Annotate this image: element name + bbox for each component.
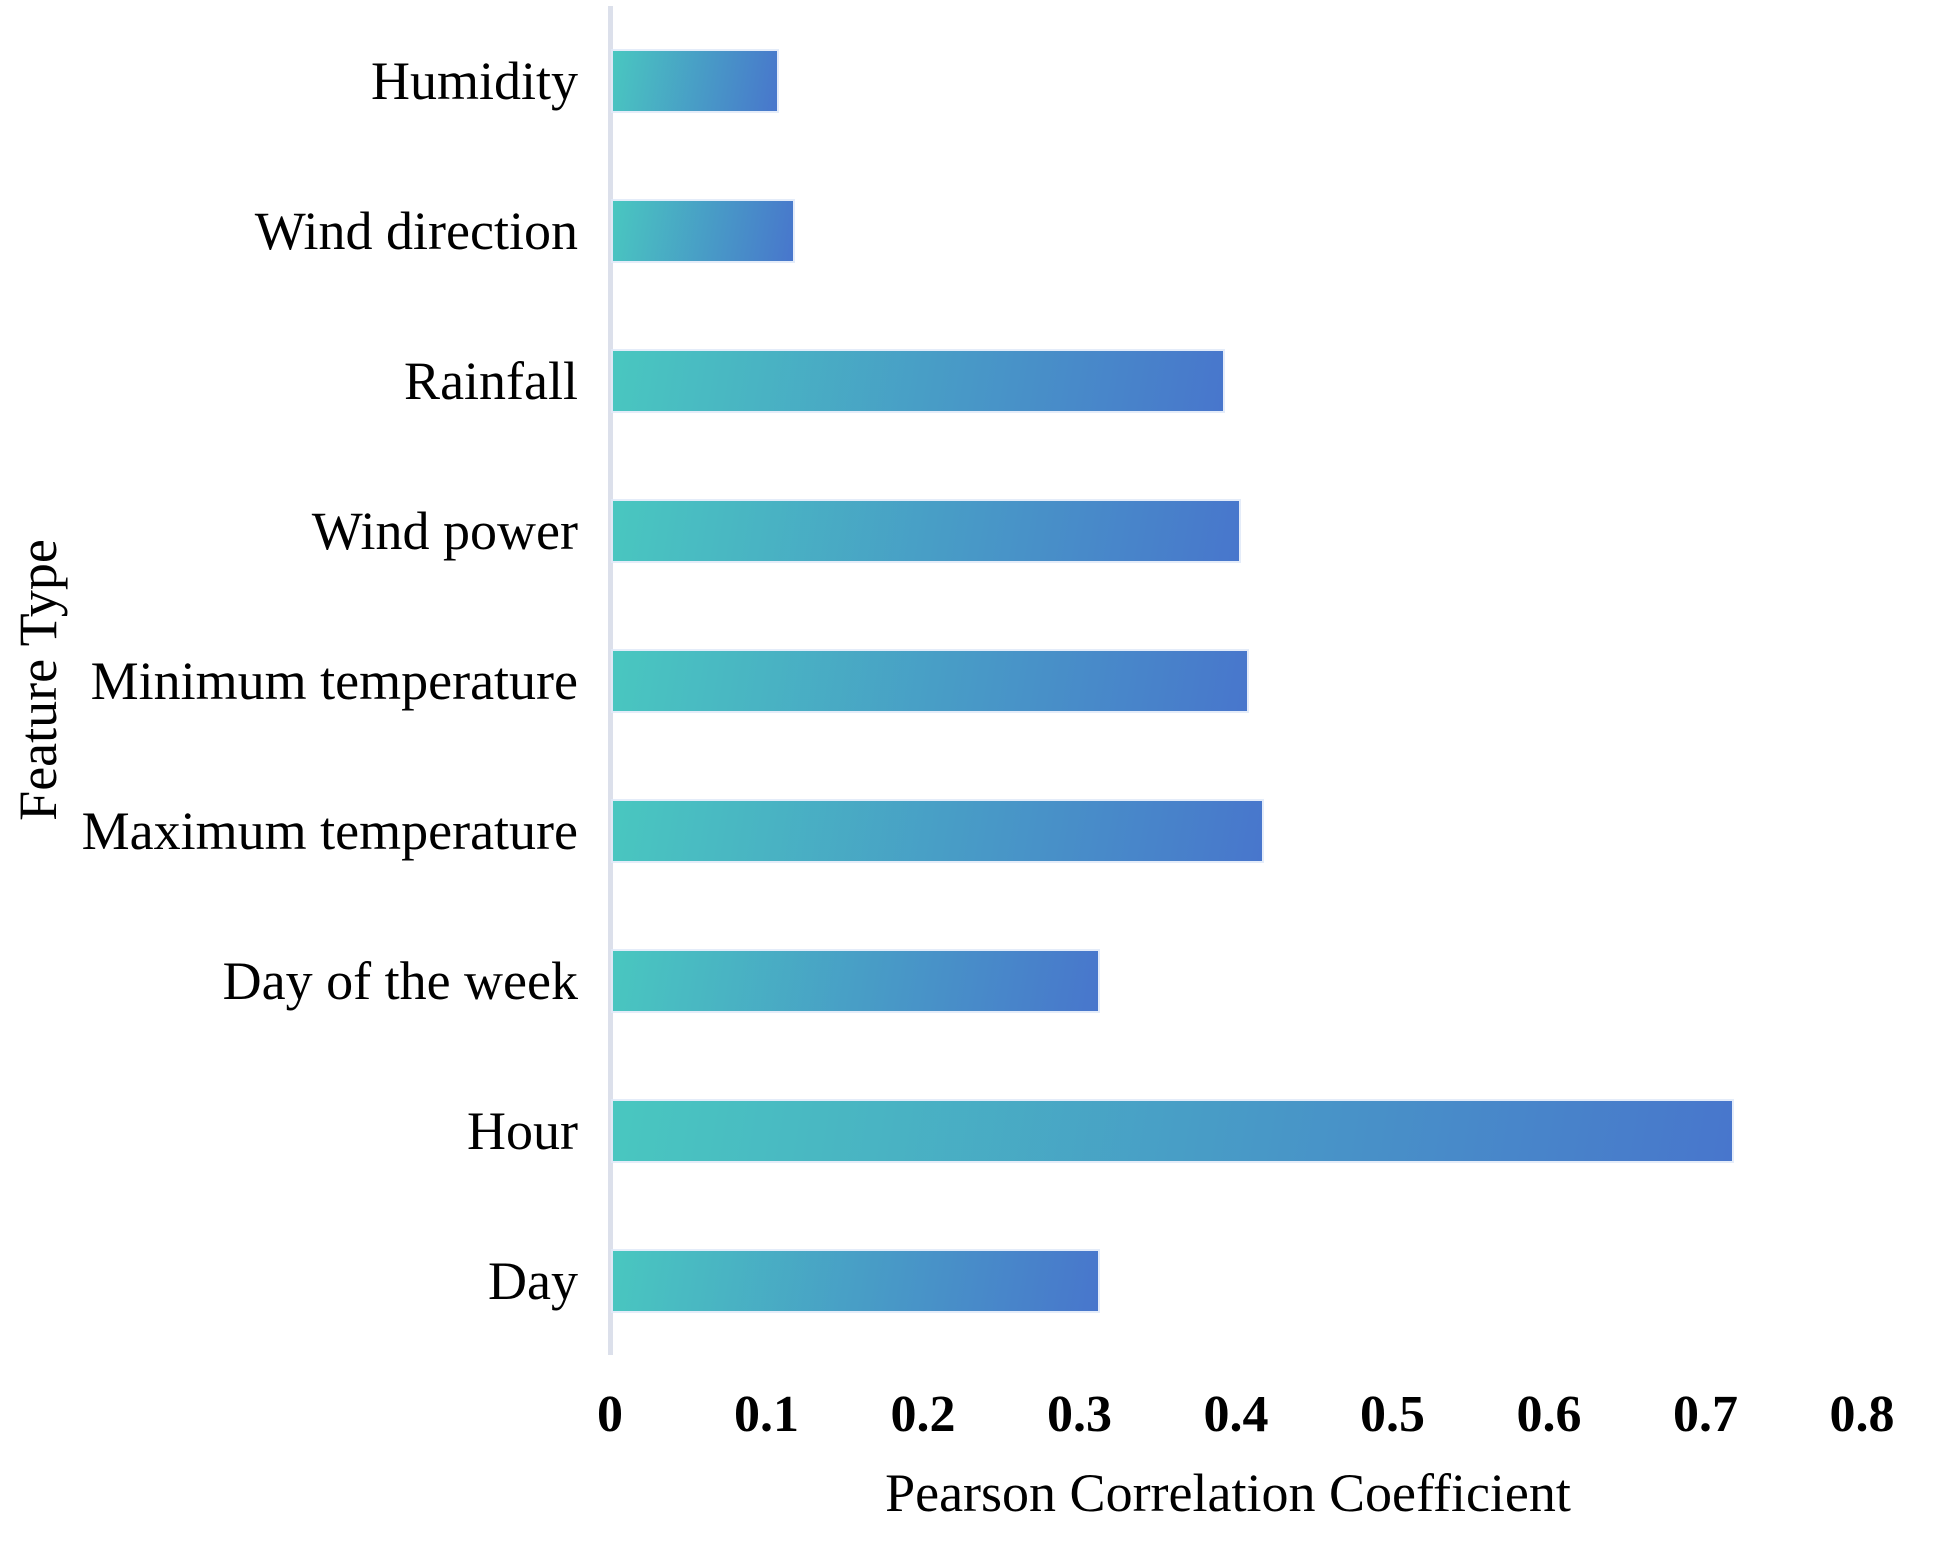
x-tick-label-0: 0	[597, 1386, 623, 1443]
bar-humidity	[613, 51, 777, 111]
x-tick-label-0.7: 0.7	[1673, 1386, 1738, 1443]
category-label-rainfall: Rainfall	[404, 351, 578, 411]
x-tick-label-0.1: 0.1	[734, 1386, 799, 1443]
bar-rainfall	[613, 351, 1223, 411]
bar-hour	[613, 1101, 1732, 1161]
bar-wind-direction	[613, 201, 793, 261]
bar-maximum-temperature	[613, 801, 1262, 861]
x-tick-label-0.2: 0.2	[890, 1386, 956, 1443]
x-tick-label-0.4: 0.4	[1203, 1386, 1269, 1443]
bar-day-of-the-week	[613, 951, 1098, 1011]
x-tick-label-0.3: 0.3	[1047, 1386, 1112, 1443]
category-label-day: Day	[488, 1251, 578, 1311]
category-label-maximum-temperature: Maximum temperature	[81, 801, 578, 861]
bar-minimum-temperature	[613, 651, 1247, 711]
x-tick-label-0.6: 0.6	[1516, 1386, 1582, 1443]
x-axis-title: Pearson Correlation Coefficient	[885, 1463, 1571, 1523]
category-label-humidity: Humidity	[370, 51, 578, 111]
x-tick-label-0.8: 0.8	[1829, 1386, 1895, 1443]
y-axis-line	[608, 6, 613, 1355]
category-label-hour: Hour	[467, 1101, 578, 1161]
x-tick-label-0.5: 0.5	[1360, 1386, 1425, 1443]
bar-day	[613, 1251, 1098, 1311]
category-label-minimum-temperature: Minimum temperature	[90, 651, 578, 711]
category-label-wind-direction: Wind direction	[254, 201, 578, 261]
category-label-day-of-the-week: Day of the week	[222, 951, 578, 1011]
category-label-wind-power: Wind power	[311, 501, 578, 561]
bar-wind-power	[613, 501, 1239, 561]
